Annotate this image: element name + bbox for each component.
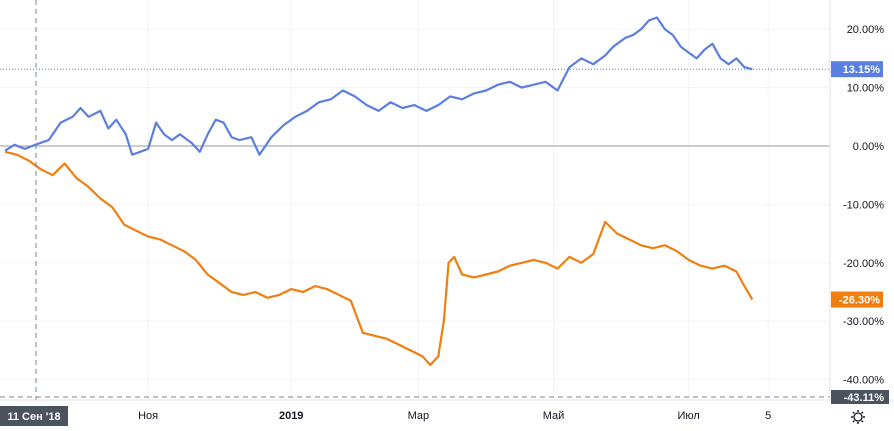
price-axis-labels: 20.00% 10.00% 0.00% -10.00% -20.00% -30.00% -4… xyxy=(843,24,884,386)
x-tick-label: 5 xyxy=(765,410,771,422)
y-tick-label: -20.00% xyxy=(843,258,884,270)
last-value-badge-text: -26.30% xyxy=(839,295,880,307)
time-axis-labels: Ноя 2019 Мар Май Июл 5 xyxy=(138,410,771,422)
crosshair-value-badge xyxy=(831,390,889,404)
settings-gear-icon[interactable] xyxy=(851,410,865,424)
x-tick-label: Май xyxy=(543,410,565,422)
y-tick-label: 0.00% xyxy=(853,141,884,153)
series-line-1 xyxy=(4,150,754,367)
x-tick-label: Июл xyxy=(678,410,700,422)
series-lines xyxy=(4,16,754,367)
y-tick-label: 10.00% xyxy=(847,83,885,95)
crosshair-date-badge xyxy=(0,406,68,426)
last-value-badge xyxy=(831,291,883,308)
crosshair-vertical xyxy=(0,0,830,400)
x-tick-label: 2019 xyxy=(279,410,303,422)
x-tick-label: Ноя xyxy=(138,410,158,422)
y-tick-label: -40.00% xyxy=(843,375,884,387)
last-value-badge xyxy=(831,61,883,78)
crosshair-value-text: -43.11% xyxy=(844,392,885,404)
y-tick-label: 20.00% xyxy=(847,24,885,36)
x-tick-label: Мар xyxy=(408,410,430,422)
chart-grid xyxy=(0,0,830,400)
y-tick-label: -10.00% xyxy=(843,199,884,211)
series-line-0 xyxy=(4,16,753,156)
crosshair-date-text: 11 Сен '18 xyxy=(7,411,60,423)
last-value-badges: 13.15% -26.30% xyxy=(831,61,883,308)
last-value-badge-text: 13.15% xyxy=(843,64,881,76)
crosshair-badges: 11 Сен '18 -43.11% xyxy=(0,390,889,426)
y-tick-label: -30.00% xyxy=(843,316,884,328)
